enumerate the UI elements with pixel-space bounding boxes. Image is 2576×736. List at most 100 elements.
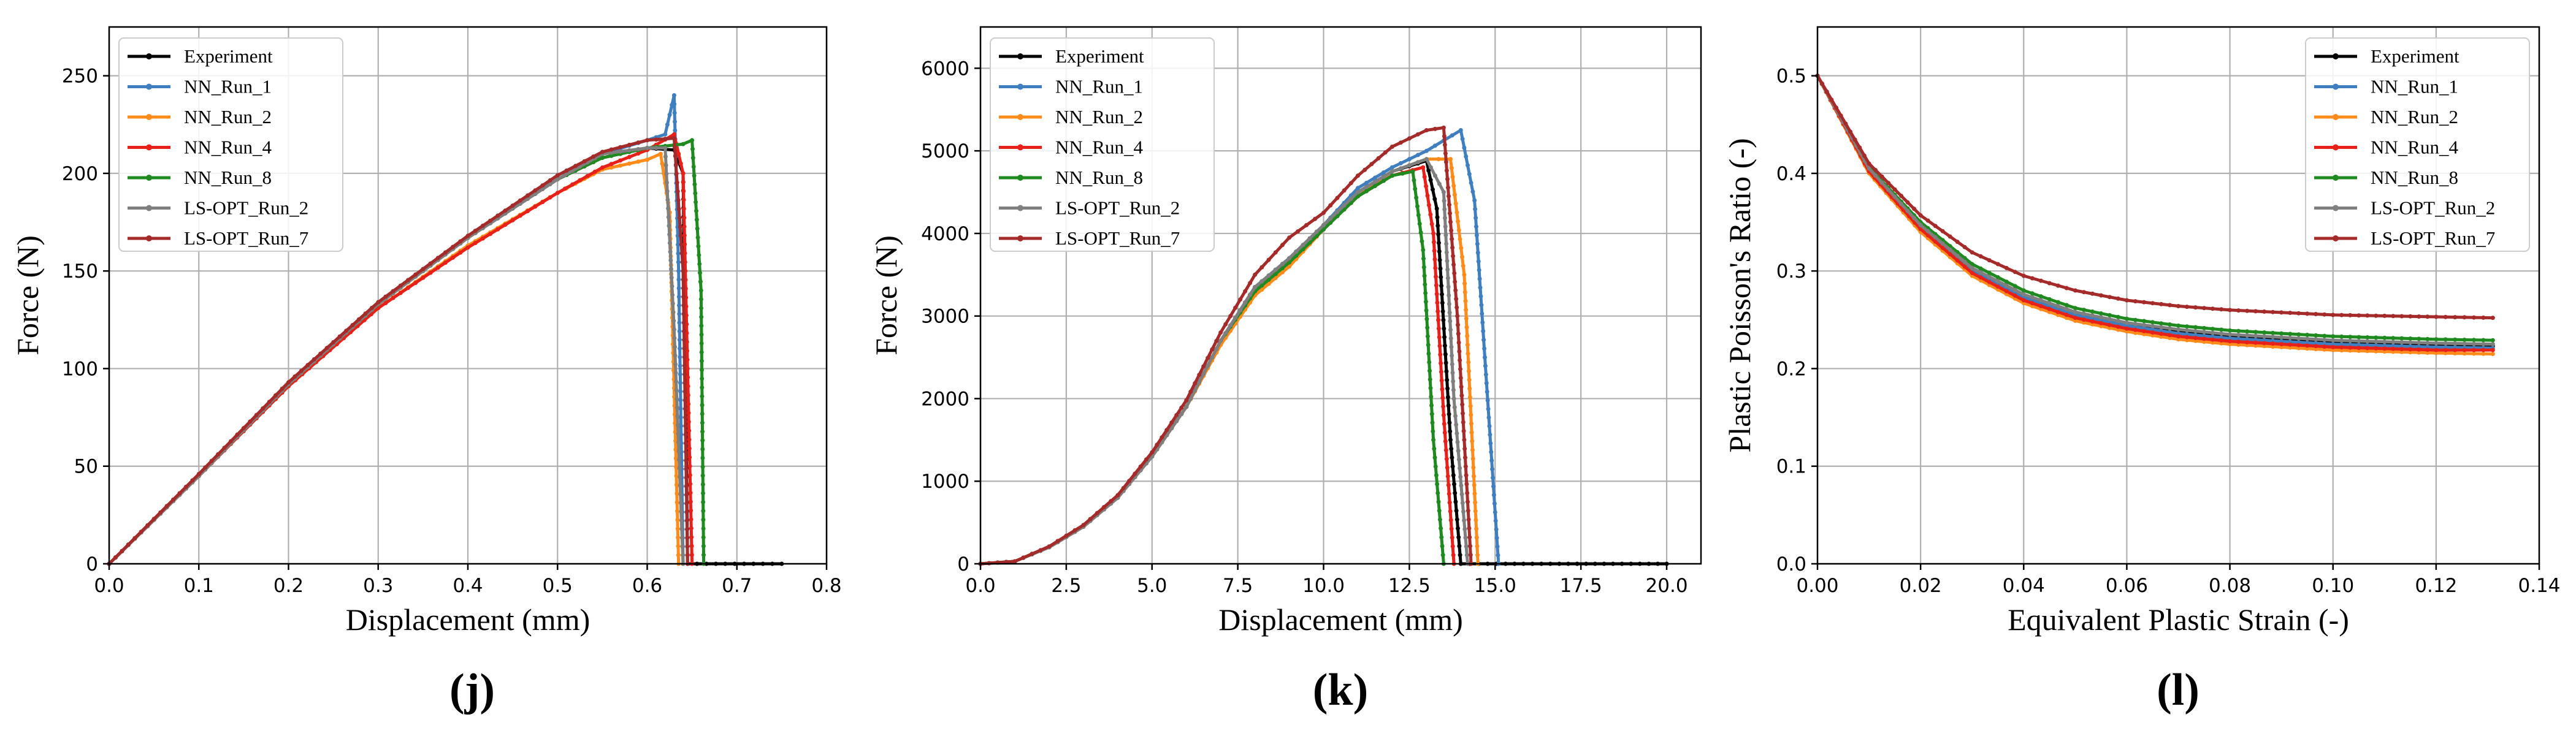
- data-point: [685, 349, 690, 353]
- data-point: [682, 224, 687, 229]
- data-point: [680, 260, 685, 265]
- data-point: [676, 535, 681, 540]
- data-point: [190, 478, 195, 483]
- data-point: [1464, 553, 1469, 558]
- data-point: [2408, 314, 2413, 319]
- data-point: [1407, 136, 1412, 141]
- data-point: [1458, 237, 1462, 241]
- data-point: [2331, 342, 2336, 347]
- data-point: [1431, 187, 1435, 192]
- data-point: [1475, 250, 1480, 255]
- data-point: [1456, 219, 1461, 224]
- y-axis-label: Force (N): [869, 235, 903, 355]
- data-point: [241, 426, 246, 431]
- data-point: [428, 261, 433, 266]
- data-point: [2202, 336, 2206, 341]
- legend-marker: [2333, 83, 2339, 90]
- data-point: [679, 242, 684, 247]
- data-point: [2356, 343, 2361, 347]
- data-point: [1456, 332, 1461, 336]
- data-point: [1259, 265, 1264, 270]
- data-point: [687, 428, 692, 433]
- data-point: [2228, 339, 2233, 344]
- data-point: [1179, 412, 1184, 416]
- data-point: [1431, 429, 1435, 434]
- data-point: [2098, 318, 2103, 323]
- data-point: [676, 242, 681, 247]
- data-point: [2142, 328, 2146, 333]
- data-point: [1280, 262, 1285, 267]
- data-point: [1478, 294, 1483, 298]
- data-point: [672, 145, 677, 150]
- data-point: [2030, 276, 2035, 281]
- data-point: [2365, 343, 2370, 347]
- data-point: [1423, 290, 1428, 295]
- data-point: [1455, 314, 1460, 319]
- data-point: [1480, 320, 1485, 325]
- data-point: [1424, 148, 1429, 153]
- data-point: [2472, 347, 2476, 352]
- data-point: [2253, 340, 2258, 345]
- data-point: [2193, 336, 2198, 340]
- data-point: [1412, 178, 1416, 183]
- data-point: [1414, 195, 1419, 200]
- data-point: [1433, 265, 1438, 270]
- data-point: [1450, 464, 1455, 469]
- panel-label: (k): [1313, 665, 1368, 715]
- data-point: [1955, 253, 1960, 258]
- data-point: [700, 429, 705, 434]
- x-tick-label: 0.2: [273, 575, 304, 597]
- data-point: [1218, 338, 1223, 343]
- data-point: [1464, 308, 1469, 312]
- data-point: [1287, 264, 1292, 269]
- data-point: [526, 209, 530, 213]
- data-point: [2356, 313, 2361, 318]
- data-point: [548, 181, 552, 186]
- data-point: [2322, 333, 2327, 338]
- data-point: [681, 286, 686, 290]
- data-point: [356, 317, 361, 322]
- data-point: [682, 363, 687, 368]
- data-point: [671, 132, 676, 137]
- data-point: [585, 173, 590, 178]
- data-point: [413, 281, 418, 286]
- data-point: [1475, 544, 1480, 548]
- data-point: [1064, 533, 1069, 538]
- data-point: [2365, 349, 2370, 354]
- data-point: [682, 406, 687, 411]
- data-point: [555, 191, 560, 195]
- legend-label: NN_Run_1: [184, 76, 272, 97]
- data-point: [2124, 298, 2129, 303]
- data-point: [1472, 482, 1477, 487]
- data-point: [1376, 156, 1381, 161]
- data-point: [2279, 342, 2284, 347]
- data-point: [1918, 213, 1923, 218]
- data-point: [2115, 327, 2120, 332]
- data-point: [685, 553, 690, 558]
- data-point: [2314, 341, 2318, 346]
- data-point: [1441, 317, 1446, 322]
- data-point: [292, 374, 297, 379]
- data-point: [1461, 264, 1466, 268]
- data-point: [1435, 482, 1440, 487]
- data-point: [1458, 376, 1463, 381]
- data-point: [2399, 347, 2404, 352]
- data-point: [1417, 221, 1422, 226]
- data-point: [1478, 285, 1483, 290]
- legend-label: NN_Run_8: [2371, 167, 2458, 188]
- data-point: [1424, 184, 1429, 189]
- data-point: [677, 311, 682, 316]
- data-point: [2185, 305, 2189, 309]
- data-point: [688, 482, 693, 487]
- data-point: [699, 332, 704, 337]
- data-point: [2399, 314, 2404, 319]
- data-point: [674, 474, 679, 479]
- data-point: [2142, 319, 2146, 324]
- data-point: [1214, 339, 1219, 343]
- data-point: [1466, 499, 1470, 504]
- data-point: [678, 492, 683, 497]
- data-point: [670, 292, 675, 297]
- data-point: [2374, 339, 2379, 344]
- data-point: [145, 523, 150, 528]
- data-point: [1342, 188, 1347, 193]
